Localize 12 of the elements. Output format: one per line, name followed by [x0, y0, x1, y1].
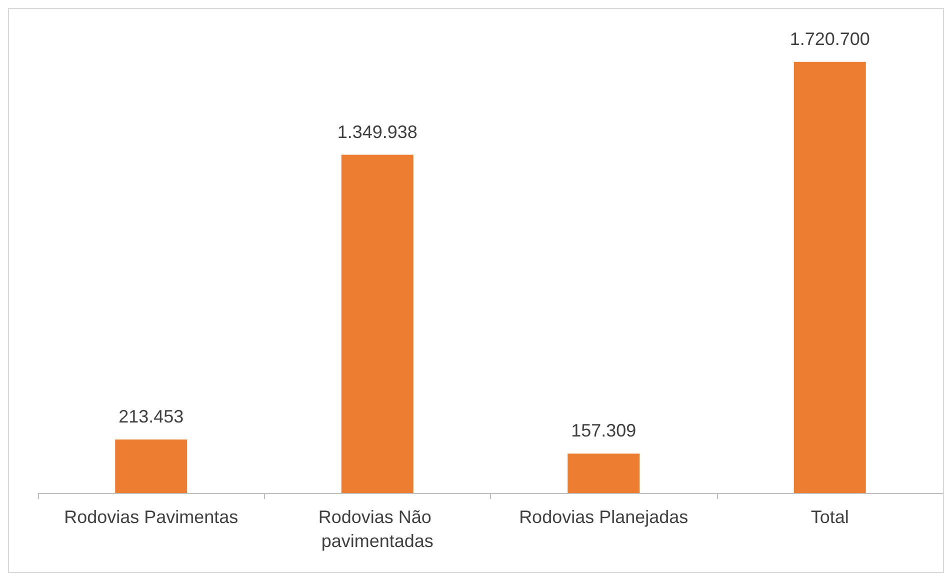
bar — [568, 454, 640, 493]
x-tick-label: Rodovias Não pavimentadas — [318, 507, 436, 551]
data-label: 1.720.700 — [790, 28, 870, 49]
bar — [794, 62, 866, 493]
bar — [115, 440, 188, 493]
data-label: 157.309 — [571, 420, 636, 441]
bar — [341, 154, 414, 493]
data-label: 1.349.938 — [337, 122, 418, 142]
x-tick-label: Rodovias Planejadas — [519, 507, 688, 527]
x-tick-label: Rodovias Pavimentas — [64, 507, 238, 527]
data-label: 213.453 — [118, 406, 184, 427]
x-tick-label: Total — [810, 507, 849, 527]
